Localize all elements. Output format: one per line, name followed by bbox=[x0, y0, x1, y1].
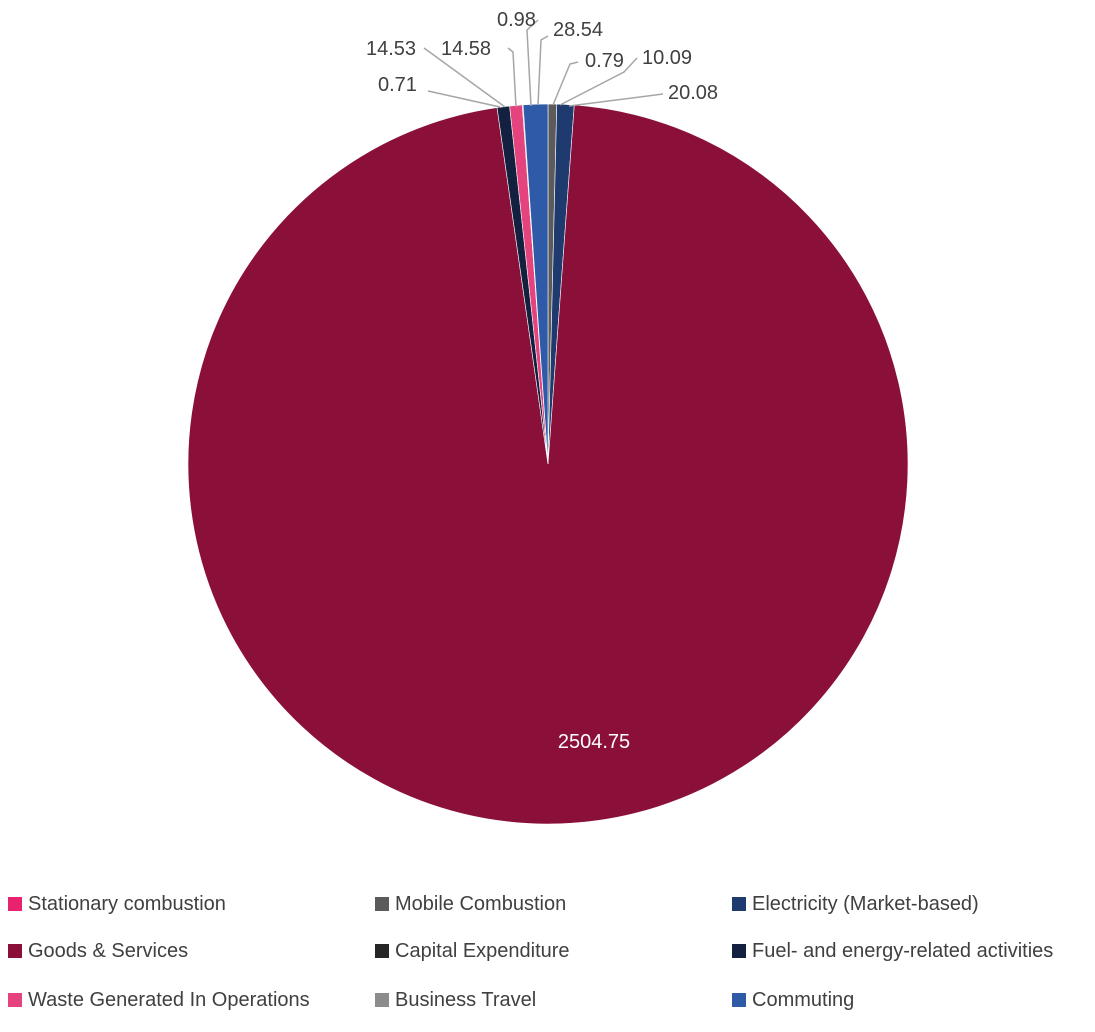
callout-line-0-79 bbox=[552, 61, 579, 106]
callout-line-0-98 bbox=[526, 19, 539, 107]
legend-swatch bbox=[8, 993, 22, 1007]
legend-swatch bbox=[8, 944, 22, 958]
legend-label: Fuel- and energy-related activities bbox=[752, 939, 1054, 962]
legend-item-stationary-combustion: Stationary combustion bbox=[8, 889, 226, 919]
legend-swatch bbox=[8, 897, 22, 911]
legend-label: Stationary combustion bbox=[28, 892, 226, 915]
data-label-0-98: 0.98 bbox=[497, 9, 536, 31]
slice-labels: 2504.75 0.71 14.53 14.58 0.98 28.54 0.79 10.09 2… bbox=[366, 9, 718, 753]
legend-label: Capital Expenditure bbox=[395, 939, 570, 962]
slice-callouts bbox=[423, 19, 664, 108]
callout-line-0-71 bbox=[427, 90, 501, 108]
legend-label: Mobile Combustion bbox=[395, 892, 567, 915]
pie-slices bbox=[187, 103, 909, 825]
legend-item-mobile-combustion: Mobile Combustion bbox=[375, 889, 566, 919]
callout-line-28-54 bbox=[537, 35, 549, 106]
legend-swatch bbox=[375, 993, 389, 1007]
callout-line-14-53 bbox=[423, 47, 506, 108]
data-label-0-71: 0.71 bbox=[378, 74, 417, 96]
callout-line-10-09 bbox=[559, 57, 638, 106]
data-label-28-54: 28.54 bbox=[553, 19, 603, 41]
legend-swatch bbox=[732, 993, 746, 1007]
legend-item-fuel-and-energy-related-activities: Fuel- and energy-related activities bbox=[732, 936, 1053, 966]
legend-label: Electricity (Market-based) bbox=[752, 892, 979, 915]
data-label-14-58: 14.58 bbox=[441, 38, 491, 60]
legend-label: Goods & Services bbox=[28, 939, 189, 962]
data-label-goods-services: 2504.75 bbox=[558, 731, 630, 753]
legend-item-goods-services: Goods & Services bbox=[8, 936, 188, 966]
pie-slice-goods-services bbox=[187, 104, 909, 825]
data-label-14-53: 14.53 bbox=[366, 38, 416, 60]
legend-label: Waste Generated In Operations bbox=[28, 988, 310, 1011]
legend-swatch bbox=[375, 897, 389, 911]
data-label-20-08: 20.08 bbox=[668, 82, 718, 104]
chart-legend: Stationary combustion Mobile Combustion El… bbox=[8, 889, 1095, 1032]
legend-swatch bbox=[375, 944, 389, 958]
legend-swatch bbox=[732, 897, 746, 911]
pie-slice-commuting bbox=[522, 103, 549, 465]
legend-swatch bbox=[732, 944, 746, 958]
callout-line-20-08 bbox=[568, 93, 664, 107]
legend-item-capital-expenditure: Capital Expenditure bbox=[375, 936, 570, 966]
legend-label: Business Travel bbox=[395, 988, 537, 1011]
data-label-10-09: 10.09 bbox=[642, 47, 692, 69]
legend-item-business-travel: Business Travel bbox=[375, 985, 536, 1015]
legend-item-waste-generated-in-operations: Waste Generated In Operations bbox=[8, 985, 310, 1015]
data-label-0-79: 0.79 bbox=[585, 50, 624, 72]
callout-line-14-58 bbox=[507, 47, 517, 108]
pie-chart: 2504.75 0.71 14.53 14.58 0.98 28.54 0.79 10.09 2… bbox=[187, 9, 909, 825]
legend-item-commuting: Commuting bbox=[732, 985, 854, 1015]
legend-item-electricity-market-based: Electricity (Market-based) bbox=[732, 889, 979, 919]
legend-label: Commuting bbox=[752, 988, 855, 1011]
